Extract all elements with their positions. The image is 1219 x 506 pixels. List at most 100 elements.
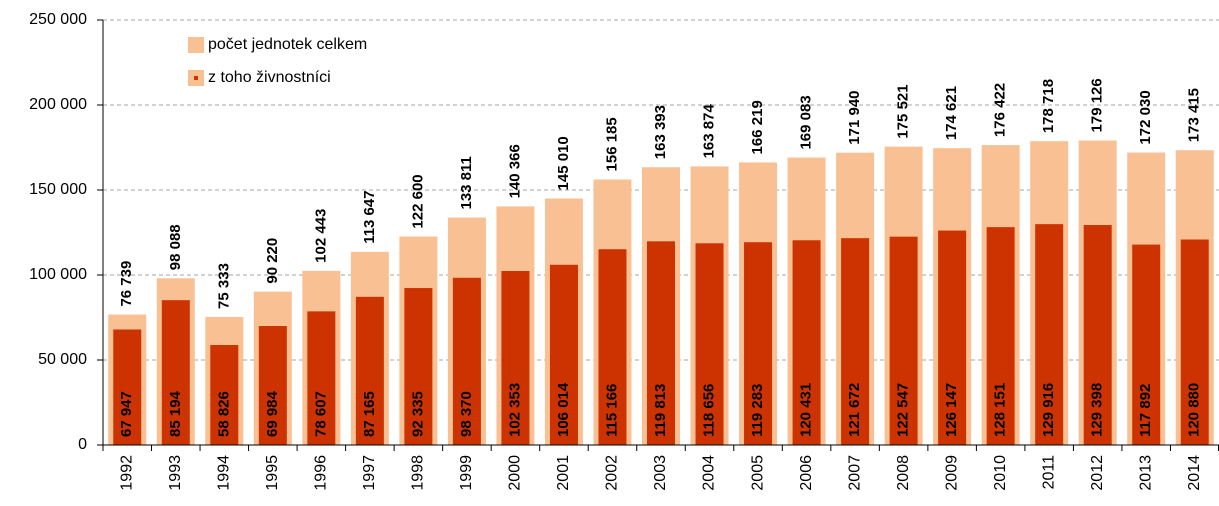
legend-label: počet jednotek celkem: [208, 36, 367, 53]
data-label: 128 151: [992, 383, 1009, 437]
data-label: 98 088: [167, 224, 184, 270]
y-tick-label: 200 000: [29, 96, 87, 113]
data-label: 179 126: [1089, 78, 1106, 132]
data-label: 102 353: [506, 383, 523, 437]
bar: [695, 243, 724, 445]
data-label: 129 916: [1040, 383, 1057, 437]
bar: [647, 241, 675, 445]
data-label: 156 185: [603, 117, 620, 171]
data-label: 129 398: [1089, 383, 1106, 437]
data-label: 119 283: [749, 384, 766, 437]
bar: [889, 236, 918, 445]
data-label: 67 947: [118, 391, 135, 437]
x-tick-label: 2010: [992, 455, 1009, 491]
x-tick-label: 2007: [846, 455, 863, 491]
x-tick-label: 1999: [458, 455, 475, 491]
bar: [258, 326, 287, 445]
x-tick-label: 2013: [1137, 455, 1154, 491]
x-tick-label: 1995: [264, 455, 281, 491]
data-label: 172 030: [1137, 90, 1154, 144]
data-label: 85 194: [167, 390, 184, 437]
bar: [210, 344, 239, 445]
data-label: 98 370: [458, 391, 475, 437]
x-tick-label: 2012: [1089, 455, 1106, 491]
bar: [404, 288, 433, 445]
data-label: 92 335: [409, 391, 426, 437]
data-label: 87 165: [361, 391, 378, 437]
bar: [1132, 244, 1161, 445]
x-tick-label: 2004: [701, 455, 718, 491]
data-label: 166 219: [749, 100, 766, 154]
bar: [1083, 225, 1112, 445]
x-tick-label: 2002: [604, 455, 621, 491]
data-label: 58 826: [215, 391, 232, 437]
legend-label: z toho živnostníci: [208, 69, 331, 86]
data-label: 126 147: [943, 383, 960, 437]
x-tick-label: 1992: [118, 455, 135, 491]
data-label: 171 940: [846, 90, 863, 144]
data-label: 120 880: [1186, 383, 1203, 437]
data-label: 118 656: [700, 384, 717, 437]
bar: [938, 230, 967, 445]
bar: [161, 300, 190, 445]
x-tick-label: 1996: [313, 455, 330, 491]
x-tick-label: 2014: [1186, 455, 1203, 491]
y-tick-label: 50 000: [38, 351, 87, 368]
data-label: 176 422: [992, 83, 1009, 137]
y-tick-label: 250 000: [29, 11, 87, 28]
data-label: 140 366: [506, 144, 523, 198]
x-tick-label: 1994: [216, 455, 233, 491]
x-tick-label: 2011: [1040, 455, 1057, 490]
x-tick-label: 2006: [798, 455, 815, 491]
x-tick-label: 1993: [167, 455, 184, 491]
data-label: 106 014: [555, 382, 572, 437]
data-label: 117 892: [1137, 384, 1154, 437]
legend-swatch-inner: [194, 76, 198, 80]
bar: [113, 329, 142, 445]
y-tick-label: 100 000: [29, 266, 87, 283]
bar: [501, 270, 530, 445]
x-tick-label: 2009: [943, 455, 960, 491]
legend-swatch: [188, 37, 204, 53]
y-tick-label: 0: [78, 436, 87, 453]
data-label: 175 521: [895, 84, 912, 138]
data-label: 113 647: [361, 190, 378, 243]
y-tick-label: 150 000: [29, 181, 87, 198]
bar: [598, 249, 627, 445]
data-label: 174 621: [943, 86, 960, 140]
x-tick-label: 1998: [410, 455, 427, 491]
bar: [1180, 239, 1209, 445]
bar: [355, 296, 384, 445]
data-label: 133 811: [458, 156, 475, 209]
data-label: 76 739: [118, 261, 135, 307]
data-label: 90 220: [264, 238, 281, 284]
data-label: 169 083: [798, 95, 815, 149]
x-tick-label: 2008: [895, 455, 912, 491]
bar: [1035, 224, 1064, 445]
data-label: 173 415: [1186, 88, 1203, 142]
data-label: 178 718: [1040, 79, 1057, 133]
x-tick-label: 1997: [361, 455, 378, 491]
bar: [792, 240, 821, 445]
data-label: 122 600: [409, 174, 426, 228]
data-label: 120 431: [798, 383, 815, 437]
x-tick-label: 2000: [507, 455, 524, 491]
bar: [841, 238, 870, 445]
data-label: 102 443: [312, 209, 329, 263]
bar: [307, 311, 336, 445]
bar: [986, 227, 1015, 445]
x-tick-label: 2005: [749, 455, 766, 491]
data-label: 115 166: [603, 384, 620, 437]
data-label: 163 874: [700, 104, 717, 159]
data-label: 119 813: [652, 384, 669, 437]
bar: [744, 242, 773, 445]
data-label: 163 393: [652, 105, 669, 159]
data-label: 75 333: [215, 263, 232, 309]
data-label: 122 547: [895, 383, 912, 437]
data-label: 78 607: [312, 391, 329, 437]
bar: [549, 264, 578, 445]
x-tick-label: 2001: [555, 455, 572, 491]
data-label: 69 984: [264, 390, 281, 437]
data-label: 121 672: [846, 383, 863, 437]
